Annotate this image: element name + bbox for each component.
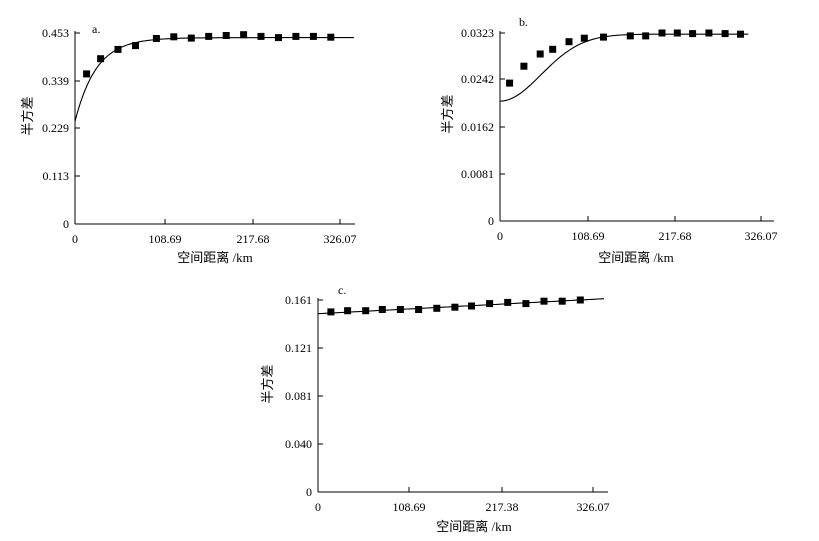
panel-a-data-point xyxy=(240,31,248,39)
panel-c-data-point xyxy=(468,302,475,310)
panel-a-label: a. xyxy=(92,22,100,36)
panel-b-x-tick-label: 217.68 xyxy=(659,229,692,243)
panel-c-data-point xyxy=(327,308,335,316)
panel-a-y-axis-label: 半方差 xyxy=(20,96,35,135)
panel-a-data-point xyxy=(97,55,105,63)
panel-b-data-point xyxy=(642,32,650,40)
panel-a-data-point xyxy=(309,32,317,40)
panel-c-x-tick-label: 217.38 xyxy=(486,500,519,514)
panel-a-data-point xyxy=(152,35,160,42)
panel-b-y-tick-label: 0.0162 xyxy=(461,120,494,134)
panel-c-data-point xyxy=(396,306,404,313)
panel-b-data-point xyxy=(549,45,557,53)
panel-c-data-point xyxy=(504,298,512,306)
panel-b-data-point xyxy=(506,79,514,87)
panel-a: a. 空间距离 /km 半方差 0 108.69 217.68 326.07 0 0.11… xyxy=(20,22,357,265)
panel-b-y-tick-label: 0.0323 xyxy=(461,26,494,40)
panel-a-x-tick-label: 0 xyxy=(72,232,78,246)
panel-c: c. 空间距离 /km 半方差 0 108.69 217.38 326.07 0 0.04… xyxy=(260,283,610,534)
panel-a-y-tick-label: 0.229 xyxy=(42,121,69,135)
panel-a-x-tick-label: 108.69 xyxy=(149,232,182,246)
panel-b-data-point xyxy=(689,30,697,38)
panel-a-x-axis-label: 空间距离 /km xyxy=(177,250,252,265)
panel-b-data-point xyxy=(705,29,713,37)
panel-b-data-point xyxy=(600,33,607,41)
panel-a-y-tick-label: 0 xyxy=(63,217,69,231)
panel-a-data-point xyxy=(187,34,195,42)
panel-a-y-tick-label: 0.113 xyxy=(42,169,69,183)
panel-a-data-point xyxy=(170,33,178,41)
panel-c-y-tick-label: 0 xyxy=(306,485,312,499)
panel-c-x-axis-label: 空间距离 /km xyxy=(436,519,511,534)
panel-c-data-point xyxy=(540,297,548,305)
panel-a-data-point xyxy=(275,34,282,42)
panel-b-y-tick-label: 0.0242 xyxy=(461,72,494,86)
panel-b-y-tick-label: 0 xyxy=(488,214,494,228)
panel-a-data-point xyxy=(257,32,265,40)
panel-a-data-point xyxy=(132,42,139,50)
panel-c-data-point xyxy=(522,300,530,308)
panel-c-data-point xyxy=(378,306,386,313)
panel-c-x-tick-label: 108.69 xyxy=(393,500,426,514)
panel-c-data-point xyxy=(344,307,352,315)
panel-c-x-tick-label: 326.07 xyxy=(577,500,610,514)
panel-c-y-tick-label: 0.040 xyxy=(285,437,312,451)
panel-c-y-tick-label: 0.121 xyxy=(285,341,312,355)
panel-c-x-tick-label: 0 xyxy=(315,500,321,514)
panel-b-data-point xyxy=(580,34,588,42)
panel-c-y-tick-label: 0.161 xyxy=(285,293,312,307)
panel-a-x-tick-label: 326.07 xyxy=(324,232,357,246)
panel-c-data-point xyxy=(451,303,459,311)
panel-b-data-point xyxy=(737,30,744,38)
panel-a-y-tick-label: 0.339 xyxy=(42,74,69,88)
panel-b-label: b. xyxy=(519,15,528,29)
panel-b-data-point xyxy=(520,62,528,70)
panel-b-x-tick-label: 0 xyxy=(497,229,503,243)
panel-c-data-point xyxy=(415,306,423,313)
panel-a-data-point xyxy=(205,32,213,40)
panel-c-data-point xyxy=(576,296,584,304)
panel-a-data-point xyxy=(114,45,122,53)
panel-c-y-axis-label: 半方差 xyxy=(260,364,275,403)
panel-c-label: c. xyxy=(338,283,346,297)
panel-b-data-point xyxy=(536,50,544,58)
panel-c-y-tick-label: 0.081 xyxy=(285,389,312,403)
panel-b-y-tick-label: 0.0081 xyxy=(461,167,494,181)
panel-a-data-point xyxy=(292,32,300,40)
panel-b-data-point xyxy=(673,29,681,37)
panel-b-y-axis-label: 半方差 xyxy=(440,94,455,133)
panel-a-data-point xyxy=(327,33,335,41)
panel-b-x-tick-label: 326.07 xyxy=(745,229,778,243)
panel-a-y-tick-label: 0.453 xyxy=(42,26,69,40)
panel-b-data-point xyxy=(565,38,573,46)
panel-b-data-point xyxy=(721,30,729,38)
panel-a-data-point xyxy=(83,70,91,78)
panel-a-x-tick-label: 217.68 xyxy=(237,232,270,246)
panel-b-x-tick-label: 108.69 xyxy=(572,229,605,243)
panel-b: b. 空间距离 /km 半方差 0 108.69 217.68 326.07 0 0.00… xyxy=(440,15,778,265)
panel-c-data-point xyxy=(486,300,494,308)
panel-c-data-point xyxy=(558,297,566,305)
panel-b-data-point xyxy=(626,32,634,40)
panel-a-data-point xyxy=(222,32,230,39)
panel-b-fit-curve xyxy=(500,33,749,102)
panel-c-data-point xyxy=(362,307,370,315)
panel-c-data-point xyxy=(433,304,441,312)
panel-b-x-axis-label: 空间距离 /km xyxy=(598,250,673,265)
panel-b-data-point xyxy=(658,29,666,37)
